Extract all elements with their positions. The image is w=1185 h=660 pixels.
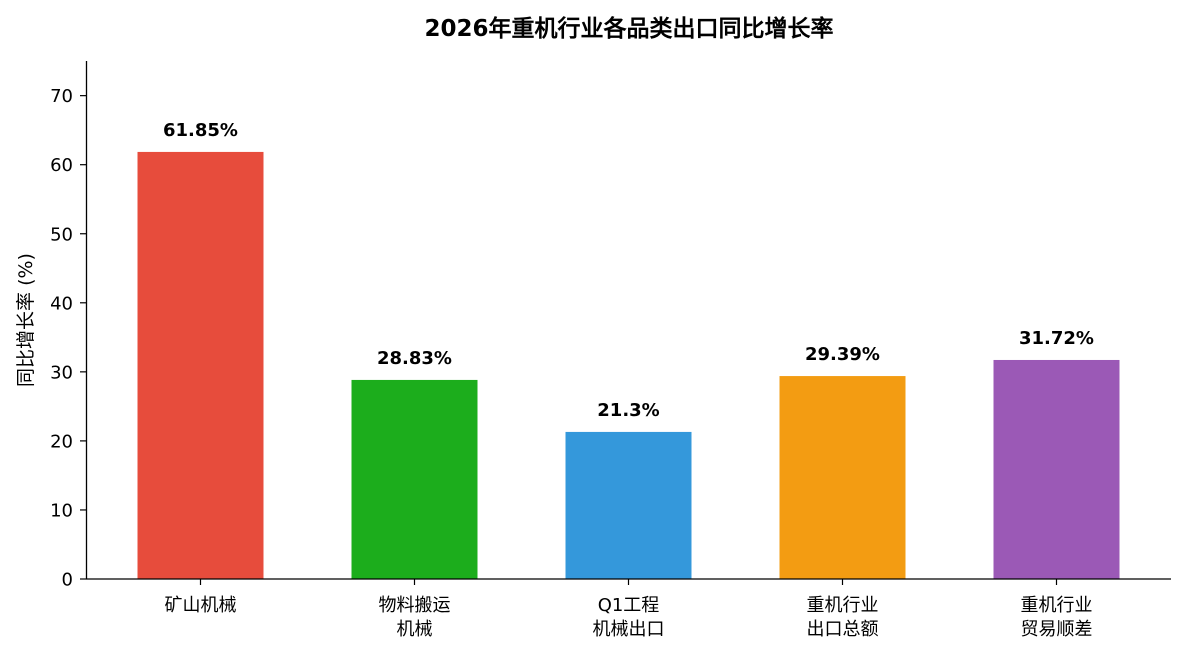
bar-value-label: 31.72% [1019, 328, 1094, 349]
y-tick-label: 50 [50, 224, 73, 245]
bar [779, 376, 906, 579]
y-tick-label: 10 [50, 500, 73, 521]
bar [565, 431, 692, 579]
bar-value-label: 21.3% [597, 400, 659, 421]
x-tick-label: 重机行业 [1021, 595, 1093, 616]
x-tick-label: Q1工程 [598, 595, 660, 616]
x-tick-label: 机械 [397, 619, 433, 640]
bar [993, 359, 1120, 579]
bar-value-label: 61.85% [163, 120, 238, 141]
value-labels: 61.85% 28.83% 21.3% 29.39% 31.72% [163, 120, 1094, 421]
y-tick-label: 20 [50, 431, 73, 452]
x-tick-label: 机械出口 [593, 619, 665, 640]
y-tick-label: 70 [50, 86, 73, 107]
y-axis-ticks: 0 10 20 30 40 50 60 70 [50, 86, 86, 591]
x-tick-label: 重机行业 [807, 595, 879, 616]
bars [137, 151, 1120, 579]
y-tick-label: 40 [50, 293, 73, 314]
x-tick-label: 物料搬运 [379, 595, 451, 616]
bar [351, 379, 478, 579]
y-axis-label: 同比增长率 (%) [15, 253, 37, 387]
y-tick-label: 60 [50, 155, 73, 176]
bar-value-label: 29.39% [805, 344, 880, 365]
y-tick-label: 30 [50, 362, 73, 383]
y-tick-label: 0 [62, 570, 73, 591]
x-tick-label: 贸易顺差 [1021, 619, 1093, 640]
chart-title: 2026年重机行业各品类出口同比增长率 [424, 15, 833, 42]
bar [137, 151, 264, 579]
bar-value-label: 28.83% [377, 348, 452, 369]
x-tick-label: 出口总额 [807, 619, 879, 640]
x-tick-label: 矿山机械 [165, 595, 237, 616]
